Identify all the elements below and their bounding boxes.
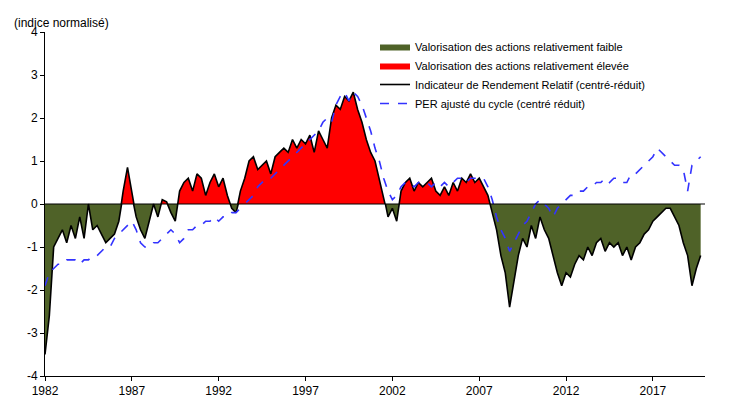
- svg-text:-3: -3: [27, 326, 38, 340]
- svg-text:0: 0: [31, 197, 38, 211]
- svg-text:1987: 1987: [118, 384, 145, 398]
- svg-text:1992: 1992: [205, 384, 232, 398]
- svg-text:2012: 2012: [553, 384, 580, 398]
- svg-text:PER ajusté du cycle (centré ré: PER ajusté du cycle (centré réduit): [415, 98, 585, 110]
- svg-text:3: 3: [31, 68, 38, 82]
- svg-text:-1: -1: [27, 240, 38, 254]
- svg-text:2017: 2017: [640, 384, 667, 398]
- svg-text:Valorisation des actions relat: Valorisation des actions relativement fa…: [415, 41, 623, 53]
- svg-text:2: 2: [31, 111, 38, 125]
- svg-text:-4: -4: [27, 369, 38, 383]
- svg-text:-2: -2: [27, 283, 38, 297]
- svg-text:1: 1: [31, 154, 38, 168]
- svg-text:4: 4: [31, 25, 38, 39]
- svg-text:(indice normalisé): (indice normalisé): [14, 16, 109, 30]
- svg-text:2002: 2002: [379, 384, 406, 398]
- svg-text:Indicateur de Rendement Relati: Indicateur de Rendement Relatif (centré-…: [415, 79, 645, 91]
- svg-text:2007: 2007: [466, 384, 493, 398]
- svg-text:1997: 1997: [292, 384, 319, 398]
- svg-text:1982: 1982: [32, 384, 59, 398]
- svg-text:Valorisation des actions relat: Valorisation des actions relativement él…: [415, 60, 629, 72]
